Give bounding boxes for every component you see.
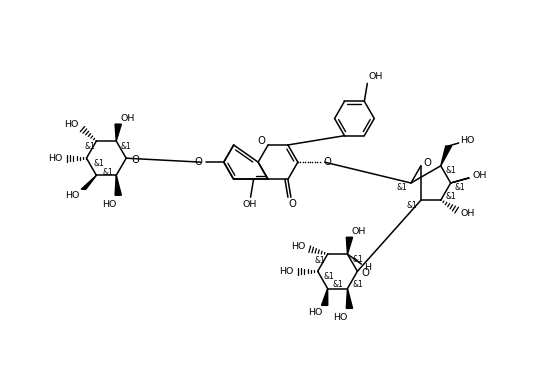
Text: OH: OH — [120, 114, 135, 123]
Polygon shape — [115, 124, 121, 141]
Text: OH: OH — [242, 200, 257, 209]
Text: HO: HO — [291, 242, 306, 251]
Polygon shape — [115, 175, 121, 195]
Text: &1: &1 — [102, 168, 113, 177]
Text: &1: &1 — [455, 184, 465, 192]
Text: O: O — [324, 157, 331, 167]
Polygon shape — [321, 288, 328, 306]
Polygon shape — [81, 175, 96, 189]
Text: &1: &1 — [446, 192, 456, 201]
Text: HO: HO — [65, 191, 80, 200]
Polygon shape — [346, 237, 353, 254]
Text: &1: &1 — [446, 166, 456, 175]
Text: &1: &1 — [406, 201, 417, 210]
Text: O: O — [194, 157, 202, 167]
Polygon shape — [451, 178, 469, 183]
Text: &1: &1 — [120, 142, 131, 151]
Text: &1: &1 — [332, 280, 344, 289]
Text: OH: OH — [351, 227, 366, 236]
Text: HO: HO — [280, 267, 294, 276]
Text: O: O — [361, 268, 369, 278]
Text: HO: HO — [48, 154, 63, 163]
Text: OH: OH — [473, 170, 487, 180]
Text: &1: &1 — [396, 184, 407, 192]
Text: O: O — [257, 136, 265, 146]
Text: O: O — [131, 155, 139, 165]
Text: HO: HO — [333, 313, 348, 322]
Text: &1: &1 — [85, 142, 96, 151]
Text: H: H — [364, 262, 371, 272]
Text: &1: &1 — [324, 272, 334, 281]
Text: OH: OH — [368, 72, 383, 81]
Text: &1: &1 — [315, 255, 326, 265]
Text: HO: HO — [308, 308, 322, 317]
Text: HO: HO — [102, 200, 116, 209]
Text: O: O — [423, 158, 431, 168]
Polygon shape — [441, 146, 451, 166]
Text: HO: HO — [64, 120, 78, 128]
Text: OH: OH — [460, 208, 475, 218]
Polygon shape — [346, 288, 353, 308]
Text: HO: HO — [460, 137, 475, 146]
Text: &1: &1 — [353, 255, 363, 264]
Text: &1: &1 — [93, 159, 104, 168]
Text: &1: &1 — [353, 280, 363, 289]
Text: O: O — [288, 199, 296, 209]
